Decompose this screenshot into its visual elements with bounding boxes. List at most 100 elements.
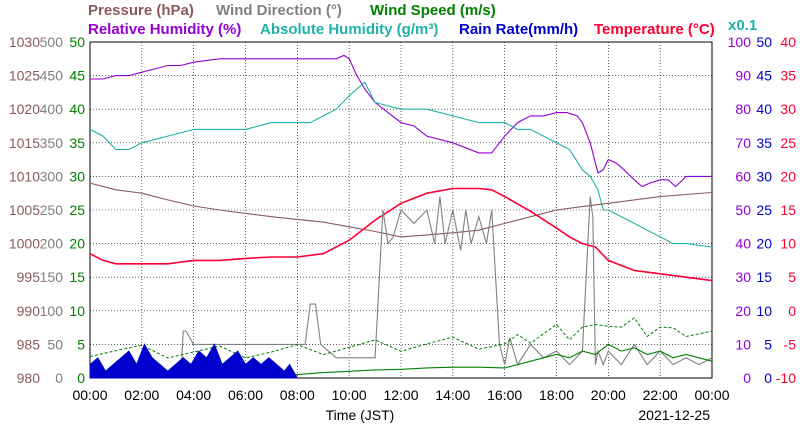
legend-item: Relative Humidity (%) xyxy=(88,21,241,38)
x-tick: 14:00 xyxy=(435,387,470,403)
y-tick-humidity: 50 xyxy=(735,202,751,218)
plot-area xyxy=(89,54,713,379)
y-tick-pressure: 980 xyxy=(17,370,41,386)
y-tick-pressure: 1005 xyxy=(9,202,40,218)
y-tick-humidity: 90 xyxy=(735,68,751,84)
x-tick: 10:00 xyxy=(332,387,367,403)
y-tick-pressure: 990 xyxy=(17,303,41,319)
x-tick: 18:00 xyxy=(539,387,574,403)
y-tick-rain_rate: 25 xyxy=(756,202,772,218)
y-tick-wind_speed: 35 xyxy=(69,135,85,151)
y-tick-wind_direction: 300 xyxy=(40,168,64,184)
y-tick-wind_direction: 150 xyxy=(40,269,64,285)
y-tick-wind_direction: 400 xyxy=(40,101,64,117)
series-rain-rate xyxy=(89,343,299,379)
x-tick: 20:00 xyxy=(591,387,626,403)
y-tick-temperature: 30 xyxy=(780,101,796,117)
y-tick-rain_rate: 10 xyxy=(756,303,772,319)
rain-scale-note: x0.1 xyxy=(728,17,757,34)
y-tick-wind_direction: 200 xyxy=(40,236,64,252)
y-tick-wind_direction: 0 xyxy=(55,370,63,386)
x-tick: 16:00 xyxy=(487,387,522,403)
y-tick-wind_direction: 50 xyxy=(47,336,63,352)
y-tick-humidity: 60 xyxy=(735,168,751,184)
y-tick-wind_speed: 20 xyxy=(69,236,85,252)
y-tick-wind_speed: 5 xyxy=(77,336,85,352)
y-tick-wind_direction: 500 xyxy=(40,34,64,50)
x-tick: 12:00 xyxy=(383,387,418,403)
y-tick-wind_speed: 0 xyxy=(77,370,85,386)
y-tick-rain_rate: 20 xyxy=(756,236,772,252)
y-tick-wind_speed: 10 xyxy=(69,303,85,319)
y-tick-pressure: 1020 xyxy=(9,101,40,117)
y-tick-pressure: 1010 xyxy=(9,168,40,184)
y-tick-wind_speed: 50 xyxy=(69,34,85,50)
y-tick-humidity: 100 xyxy=(728,34,752,50)
series-temperature-c xyxy=(89,187,713,282)
legend-item: Wind Speed (m/s) xyxy=(370,2,496,19)
x-tick: 22:00 xyxy=(643,387,678,403)
y-tick-wind_speed: 40 xyxy=(69,101,85,117)
legend-item: Pressure (hPa) xyxy=(88,2,194,19)
y-tick-pressure: 995 xyxy=(17,269,41,285)
y-tick-rain_rate: 15 xyxy=(756,269,772,285)
y-tick-rain_rate: 30 xyxy=(756,168,772,184)
legend-item: Absolute Humidity (g/m³) xyxy=(260,21,438,38)
y-tick-humidity: 10 xyxy=(735,336,751,352)
y-tick-pressure: 1030 xyxy=(9,34,40,50)
y-tick-humidity: 30 xyxy=(735,269,751,285)
series-absolute-humidity-g-m xyxy=(89,81,713,248)
y-tick-wind_direction: 100 xyxy=(40,303,64,319)
x-tick: 06:00 xyxy=(228,387,263,403)
y-tick-temperature: 5 xyxy=(788,269,796,285)
x-tick: 04:00 xyxy=(176,387,211,403)
y-tick-temperature: 35 xyxy=(780,68,796,84)
y-tick-wind_direction: 350 xyxy=(40,135,64,151)
y-tick-rain_rate: 0 xyxy=(764,370,772,386)
x-tick: 02:00 xyxy=(124,387,159,403)
y-tick-temperature: 0 xyxy=(788,303,796,319)
y-tick-rain_rate: 50 xyxy=(756,34,772,50)
legend-item: Rain Rate(mm/h) xyxy=(459,21,578,38)
y-tick-temperature: -10 xyxy=(776,370,796,386)
y-tick-pressure: 1025 xyxy=(9,68,40,84)
y-tick-humidity: 20 xyxy=(735,303,751,319)
series-relative-humidity xyxy=(90,54,712,188)
y-tick-wind_speed: 25 xyxy=(69,202,85,218)
series-pressure-hpa xyxy=(89,182,713,238)
y-tick-humidity: 0 xyxy=(743,370,751,386)
y-tick-wind_direction: 250 xyxy=(40,202,64,218)
legend: Pressure (hPa) Wind Direction (°) Wind Spe… xyxy=(88,2,757,38)
y-tick-rain_rate: 35 xyxy=(756,135,772,151)
y-tick-humidity: 40 xyxy=(735,236,751,252)
x-axis-label: Time (JST) xyxy=(326,407,395,423)
y-tick-temperature: 15 xyxy=(780,202,796,218)
y-tick-wind_direction: 450 xyxy=(40,68,64,84)
y-tick-temperature: -5 xyxy=(784,336,797,352)
series-wind-gust xyxy=(89,317,713,359)
plot-frame xyxy=(89,41,713,379)
axes: 1030102510201015101010051000995990985980… xyxy=(9,34,796,403)
y-tick-pressure: 1015 xyxy=(9,135,40,151)
y-tick-temperature: 20 xyxy=(780,168,796,184)
y-tick-temperature: 10 xyxy=(780,236,796,252)
legend-item: Temperature (°C) xyxy=(594,21,715,38)
x-tick: 08:00 xyxy=(280,387,315,403)
y-tick-humidity: 70 xyxy=(735,135,751,151)
y-tick-pressure: 985 xyxy=(17,336,41,352)
y-tick-temperature: 40 xyxy=(780,34,796,50)
y-tick-wind_speed: 15 xyxy=(69,269,85,285)
y-tick-wind_speed: 45 xyxy=(69,68,85,84)
legend-item: Wind Direction (°) xyxy=(216,2,342,19)
y-tick-rain_rate: 5 xyxy=(764,336,772,352)
y-tick-rain_rate: 45 xyxy=(756,68,772,84)
y-tick-temperature: 25 xyxy=(780,135,796,151)
y-tick-wind_speed: 30 xyxy=(69,168,85,184)
date-label: 2021-12-25 xyxy=(638,407,710,423)
y-tick-humidity: 80 xyxy=(735,101,751,117)
series-wind-direction xyxy=(90,196,713,379)
y-tick-rain_rate: 40 xyxy=(756,101,772,117)
x-tick: 00:00 xyxy=(694,387,729,403)
y-tick-pressure: 1000 xyxy=(9,236,40,252)
